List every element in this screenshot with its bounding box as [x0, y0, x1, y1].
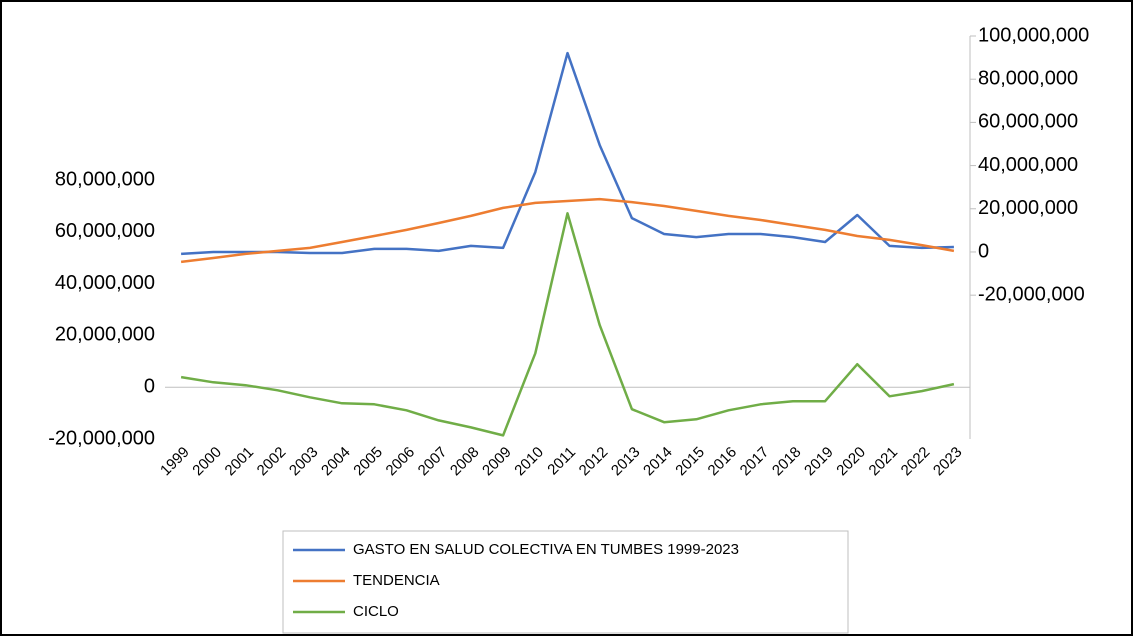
y-tick-label: 40,000,000 — [55, 272, 155, 294]
y-tick-label: -20,000,000 — [48, 427, 155, 449]
y-tick-label: 20,000,000 — [55, 324, 155, 346]
y2-tick-label: 20,000,000 — [978, 197, 1078, 219]
series-line — [181, 51, 954, 256]
y2-tick-label: 0 — [978, 240, 989, 262]
series-line — [180, 197, 955, 264]
y2-tick-label: -20,000,000 — [978, 283, 1085, 305]
y2-tick-label: 80,000,000 — [978, 67, 1078, 89]
legend-label: CICLO — [353, 603, 399, 620]
y2-tick-label: 60,000,000 — [978, 111, 1078, 133]
legend-label: GASTO EN SALUD COLECTIVA EN TUMBES 1999-… — [353, 541, 739, 558]
y-tick-label: 60,000,000 — [55, 220, 155, 242]
series-line — [180, 212, 955, 437]
y-tick-label: 80,000,000 — [55, 168, 155, 190]
y2-tick-label: 100,000,000 — [978, 24, 1089, 46]
legend-label: TENDENCIA — [353, 572, 440, 589]
y2-tick-label: 40,000,000 — [978, 154, 1078, 176]
y-tick-label: 0 — [144, 376, 155, 398]
legend-box — [282, 530, 849, 634]
